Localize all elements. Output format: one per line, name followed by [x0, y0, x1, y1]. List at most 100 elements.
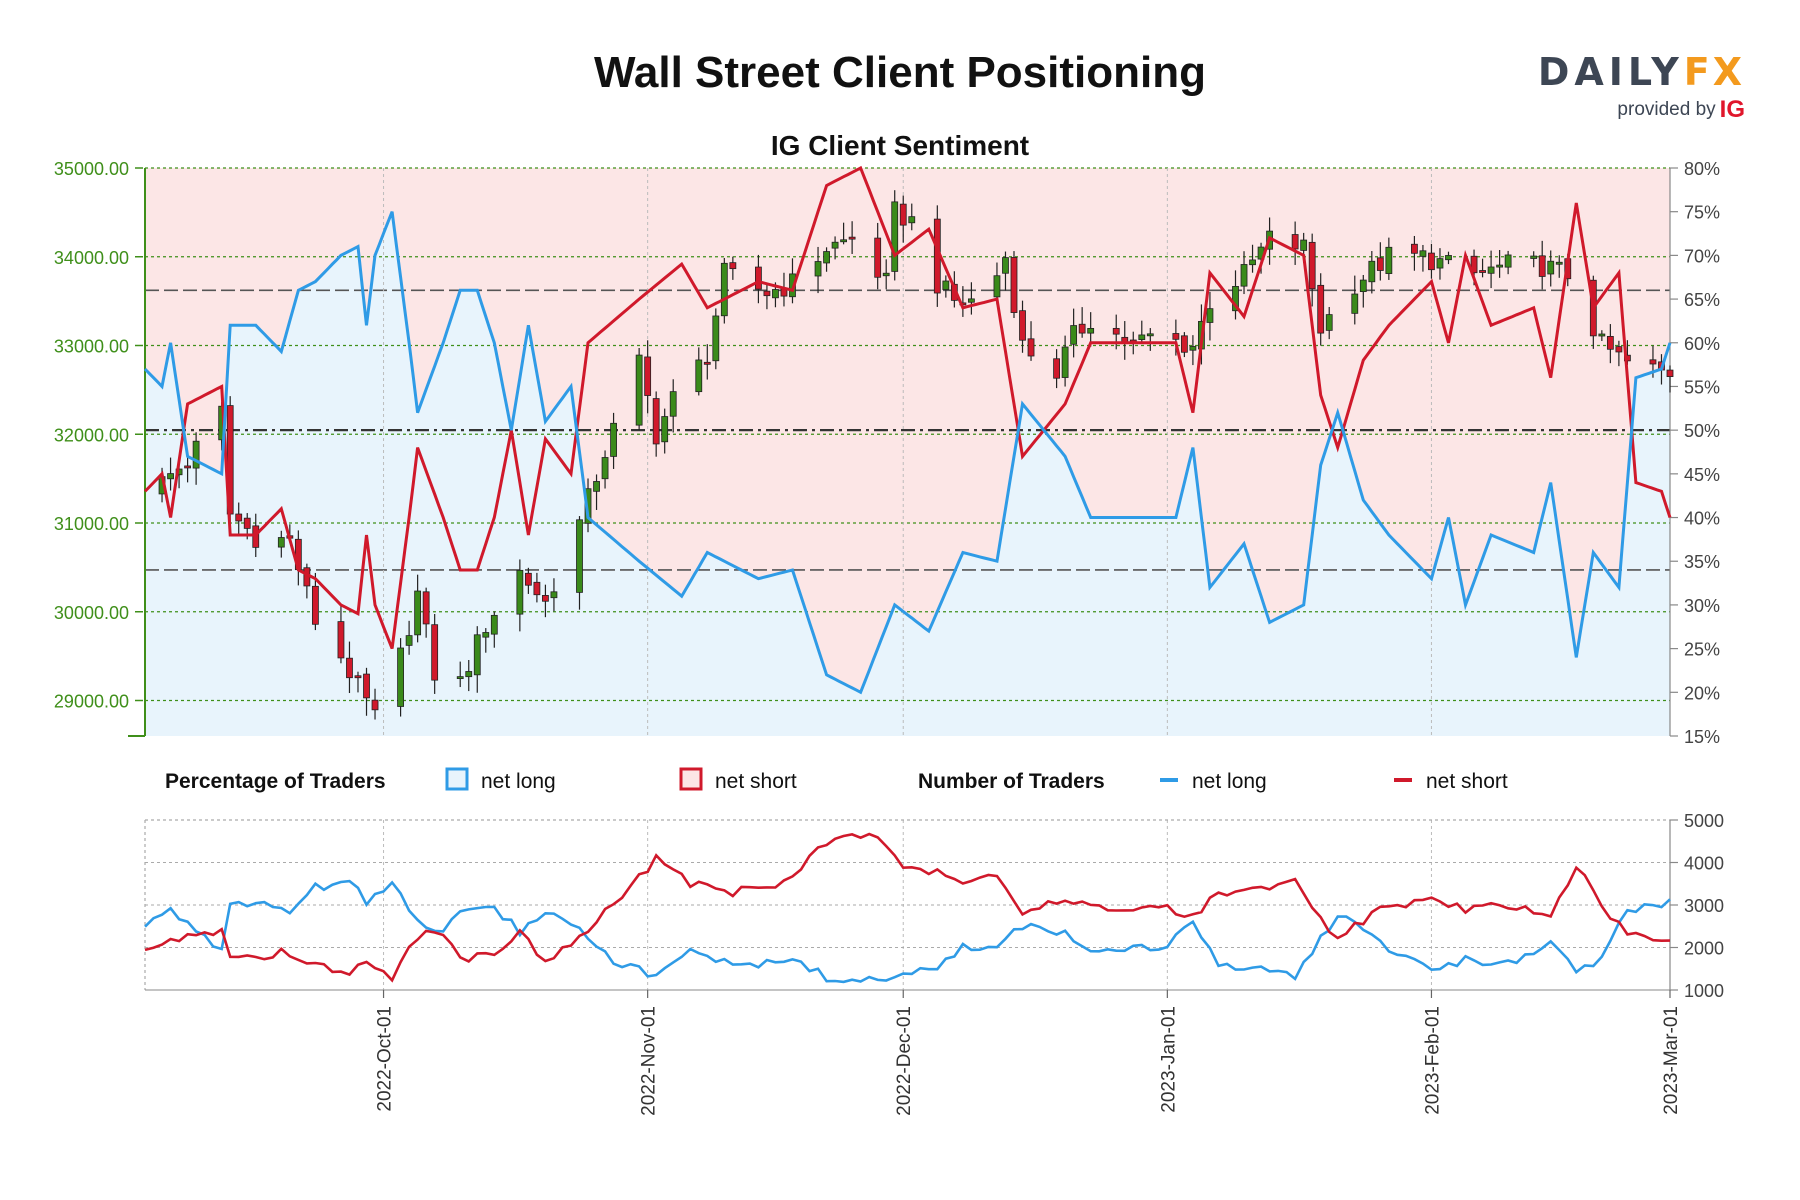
- candle-body: [1308, 241, 1316, 290]
- candle-body: [729, 262, 737, 270]
- candle-body: [1249, 259, 1256, 266]
- candle-body: [840, 239, 848, 243]
- candle-body: [1445, 255, 1452, 261]
- candle-body: [1419, 250, 1427, 257]
- candle-body: [1070, 325, 1078, 345]
- dailyfx-logo: DAILYFX provided by IG: [1538, 52, 1745, 124]
- right-axis-label: 15%: [1684, 727, 1720, 747]
- candle-body: [533, 581, 541, 596]
- candle-body: [465, 671, 473, 678]
- legend-num-long-label: net long: [1192, 770, 1267, 793]
- candle-body: [1027, 338, 1035, 357]
- left-axis-label: 29000.00: [54, 692, 129, 712]
- candle-body: [644, 356, 652, 396]
- x-axis-label: 2022-Dec-01: [894, 1006, 915, 1116]
- brand-name: DAILYFX: [1538, 52, 1745, 92]
- legend-pct-title: Percentage of Traders: [165, 770, 386, 793]
- lower-axis-label: 2000: [1684, 939, 1724, 959]
- candle-body: [542, 595, 549, 602]
- candle-body: [1555, 261, 1563, 265]
- candle-body: [967, 298, 975, 303]
- candle-body: [354, 675, 362, 679]
- brand-name-fx: FX: [1683, 50, 1745, 94]
- candle-body: [1598, 333, 1606, 337]
- candle-body: [1479, 270, 1486, 273]
- candle-body: [1411, 243, 1418, 254]
- candle-body: [1496, 264, 1504, 268]
- candle-body: [1547, 260, 1555, 275]
- lower-axis-label: 5000: [1684, 811, 1724, 831]
- candle-body: [593, 481, 600, 492]
- candle-body: [363, 673, 370, 699]
- candle-body: [167, 473, 174, 480]
- lower-axis-label: 4000: [1684, 854, 1724, 874]
- candle-body: [1206, 308, 1214, 323]
- candle-body: [192, 440, 200, 469]
- x-axis-label: 2022-Oct-01: [375, 1006, 396, 1112]
- candle-body: [1240, 264, 1248, 287]
- candle-body: [456, 676, 464, 680]
- candle-body: [346, 657, 353, 679]
- brand-name-daily: DAILY: [1537, 50, 1684, 94]
- lower-axis-label: 1000: [1684, 981, 1724, 1001]
- candle-body: [652, 398, 660, 445]
- num-net-long-line: [144, 879, 1671, 984]
- candle-body: [422, 591, 430, 625]
- candle-body: [243, 517, 251, 529]
- candle-body: [720, 262, 728, 317]
- candle-body: [1053, 358, 1060, 379]
- legend-pct-short-swatch: [679, 767, 703, 791]
- candle-body: [1504, 254, 1512, 268]
- candle-body: [1146, 333, 1154, 337]
- candle-body: [712, 315, 720, 362]
- right-axis-label: 25%: [1684, 640, 1720, 660]
- right-axis-label: 70%: [1684, 246, 1720, 266]
- candle-body: [371, 699, 379, 711]
- right-axis-label: 55%: [1684, 377, 1720, 397]
- candle-body: [755, 266, 762, 290]
- left-axis-label: 33000.00: [54, 337, 129, 357]
- candle-body: [695, 359, 703, 393]
- candle-body: [1087, 327, 1095, 334]
- candle-body: [576, 519, 583, 593]
- candle-body: [1172, 333, 1180, 340]
- right-axis-label: 60%: [1684, 334, 1720, 354]
- candle-body: [277, 537, 285, 548]
- candle-body: [1615, 346, 1623, 353]
- candle-body: [431, 624, 439, 681]
- chart-subtitle: IG Client Sentiment: [770, 130, 1030, 161]
- candle-body: [772, 289, 779, 299]
- candle-body: [1061, 346, 1069, 378]
- candle-body: [405, 635, 413, 646]
- candle-body: [669, 391, 677, 417]
- legend-pct-long-swatch: [445, 767, 469, 791]
- right-axis-label: 45%: [1684, 465, 1720, 485]
- candle-body: [1002, 257, 1009, 274]
- candle-body: [1606, 336, 1614, 350]
- candle-body: [1538, 255, 1546, 277]
- candle-body: [1351, 293, 1359, 314]
- candle-body: [235, 513, 243, 522]
- right-axis-label: 30%: [1684, 596, 1720, 616]
- left-axis-label: 31000.00: [54, 514, 129, 534]
- candle-body: [1487, 266, 1495, 274]
- right-axis-label: 75%: [1684, 203, 1720, 223]
- left-axis-label: 30000.00: [54, 603, 129, 623]
- candle-body: [1385, 246, 1393, 274]
- candle-body: [891, 201, 899, 272]
- candle-body: [1530, 255, 1538, 259]
- num-net-short-line: [144, 832, 1671, 983]
- x-axis-label: 2023-Feb-01: [1422, 1006, 1443, 1115]
- candle-body: [414, 590, 422, 636]
- candle-body: [550, 591, 558, 599]
- candle-body: [311, 585, 319, 625]
- candle-body: [1112, 327, 1120, 335]
- candle-body: [1428, 252, 1435, 271]
- right-axis-label: 80%: [1684, 159, 1720, 179]
- candle-body: [1180, 335, 1188, 353]
- candle-body: [601, 457, 609, 480]
- candle-body: [337, 621, 345, 659]
- left-axis-label: 35000.00: [54, 159, 129, 179]
